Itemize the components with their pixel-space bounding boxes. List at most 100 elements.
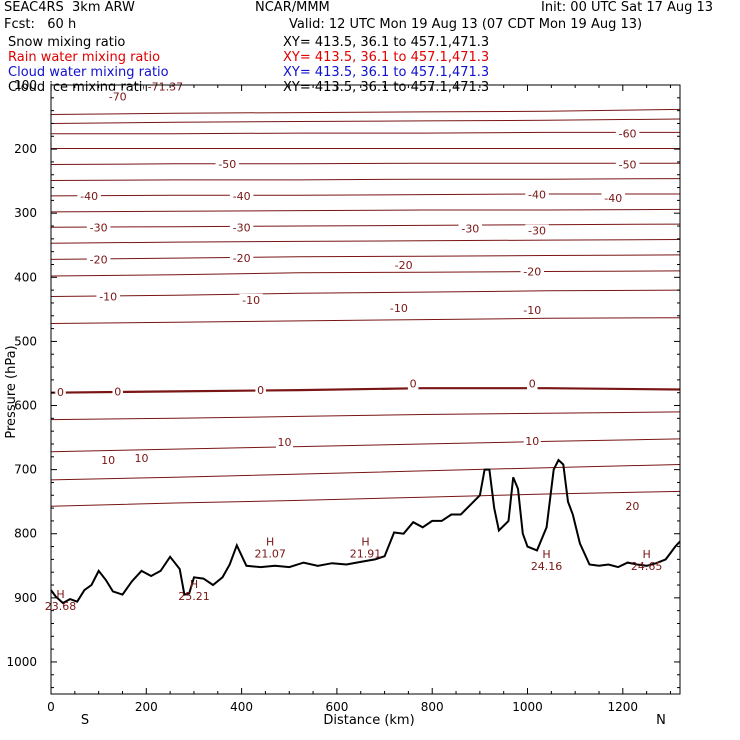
contour-label: -10 <box>390 302 408 315</box>
contour-label: -40 <box>604 192 622 205</box>
y-tick-label: 1000 <box>6 655 37 669</box>
contour-label-bg <box>105 90 130 103</box>
high-value: 21.91 <box>350 547 382 560</box>
isotherm-line <box>50 411 681 421</box>
isotherm-line <box>50 270 681 277</box>
isotherm-line <box>50 438 681 453</box>
contour-label: -50 <box>218 158 236 171</box>
contour-label: 10 <box>135 452 149 465</box>
contour-label-bg <box>391 259 416 272</box>
isotherm-line <box>50 387 681 394</box>
x-tick-label: 200 <box>135 700 158 714</box>
y-tick-label: 100 <box>14 78 37 92</box>
contour-label-bg <box>143 80 187 93</box>
isotherm-line <box>50 193 680 197</box>
contour-label: -40 <box>528 189 546 202</box>
x-tick-label: 1000 <box>512 700 543 714</box>
init-time: Init: 00 UTC Sat 17 Aug 13 <box>541 0 714 15</box>
contour-label: 0 <box>114 385 121 398</box>
field-xy-snow: XY= 413.5, 36.1 to 457.1,471.3 <box>283 35 490 50</box>
isotherm-line <box>50 178 681 181</box>
contour-label: -10 <box>99 291 117 304</box>
high-marker: H <box>361 535 369 548</box>
contour-label: -20 <box>233 252 251 265</box>
isotherm-line <box>50 464 681 481</box>
y-tick-label: 400 <box>14 270 37 284</box>
field-xy-rain: XY= 413.5, 36.1 to 457.1,471.3 <box>283 50 490 65</box>
isotherm-line <box>50 289 681 297</box>
field-name-rain: Rain water mixing ratio <box>8 50 161 65</box>
contour-label: -20 <box>90 253 108 266</box>
contour-label-bg <box>387 302 411 315</box>
contour-label-bg <box>407 377 419 390</box>
contour-label: 0 <box>410 378 417 391</box>
contour-label: -30 <box>528 225 546 238</box>
x-tick-label: 800 <box>421 700 444 714</box>
title-institution: NCAR/MMM <box>255 0 330 15</box>
contour-label: -40 <box>233 190 251 203</box>
field-xy-cloud-ice: XY= 413.5, 36.1 to 457.1,471.3 <box>283 80 490 95</box>
x-tick-label: 600 <box>325 700 348 714</box>
contour-label-bg <box>229 252 254 265</box>
y-tick-label: 800 <box>14 527 37 541</box>
y-tick-label: 300 <box>14 206 37 220</box>
contour-label-bg <box>255 384 266 397</box>
contour-label: -30 <box>461 223 479 236</box>
contour-label: -70 <box>109 91 127 104</box>
contour-label-bg <box>458 222 483 235</box>
x-tick-label: 0 <box>47 700 55 714</box>
contour-label: -60 <box>619 128 637 141</box>
contour-label-bg <box>239 293 263 306</box>
contour-label: 10 <box>101 454 115 467</box>
x-end-label-right: N <box>656 713 666 728</box>
isotherm-line <box>50 254 681 260</box>
contour-label-bg <box>615 158 640 171</box>
valid-time: Valid: 12 UTC Mon 19 Aug 13 (07 CDT Mon … <box>289 17 643 32</box>
contour-label: 10 <box>277 436 291 449</box>
contour-label-bg <box>525 188 549 201</box>
contour-label-bg <box>229 189 254 202</box>
field-name-cloud-ice: Cloud ice mixing ratio <box>8 80 151 95</box>
isotherm-line <box>50 162 680 165</box>
y-tick-label: 700 <box>14 463 37 477</box>
isotherm-line <box>50 208 681 213</box>
high-marker: H <box>266 535 274 548</box>
contour-label-bg <box>112 385 123 398</box>
x-tick-label: 400 <box>230 700 253 714</box>
contour-label-bg <box>215 157 240 170</box>
contour-label-bg <box>615 127 640 140</box>
field-name-snow: Snow mixing ratio <box>8 35 126 50</box>
contour-label-bg <box>623 500 641 513</box>
contour-label-bg <box>86 253 111 266</box>
y-tick-label: 200 <box>14 142 37 156</box>
high-value: 24.16 <box>531 560 563 573</box>
contour-label-bg <box>525 224 549 237</box>
isotherm-line <box>50 108 681 115</box>
contour-label: -30 <box>233 221 251 234</box>
isotherm-line <box>50 239 681 244</box>
isotherm-line <box>51 131 680 135</box>
terrain-line <box>50 458 681 605</box>
x-tick-label: 1200 <box>608 700 639 714</box>
contour-label-bg <box>520 304 545 317</box>
contour-label-bg <box>86 221 111 234</box>
high-value: 21.07 <box>254 547 286 560</box>
contour-label-bg <box>527 377 538 390</box>
contour-label: -71.37 <box>148 80 183 93</box>
contour-label: -20 <box>523 266 541 279</box>
isotherm-line <box>50 317 681 324</box>
contour-label: -20 <box>395 259 413 272</box>
title-model: SEAC4RS 3km ARW <box>4 0 135 15</box>
plot-frame <box>50 84 681 695</box>
high-value: 25.21 <box>178 590 210 603</box>
contour-label: -50 <box>619 158 637 171</box>
high-marker: H <box>56 588 64 601</box>
contour-label: -40 <box>80 190 98 203</box>
contour-label-bg <box>229 221 254 234</box>
contour-label: 0 <box>529 378 536 391</box>
contour-label-bg <box>523 434 541 447</box>
contour-label: -10 <box>523 304 541 317</box>
isotherm-line <box>50 118 681 124</box>
contour-label-bg <box>96 290 120 303</box>
